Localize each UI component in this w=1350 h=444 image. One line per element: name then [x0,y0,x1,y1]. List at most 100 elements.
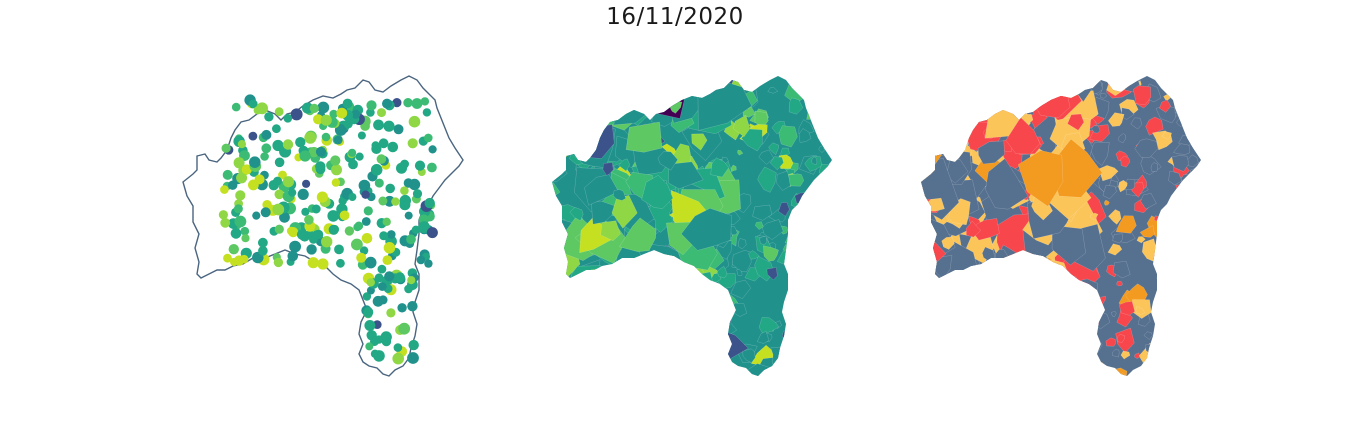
municipality-region [679,76,708,89]
municipality-region [783,368,800,376]
municipality-region [1047,324,1091,360]
municipality-region [730,164,737,173]
municipality-region [598,266,616,284]
municipality-region [1158,255,1177,273]
municipality-region [963,76,1007,98]
municipality-point [234,215,247,228]
municipality-region [795,219,807,231]
municipality-region [1173,143,1190,155]
municipality-point [404,211,413,220]
municipality-region [624,334,657,372]
municipality-region [1155,105,1176,124]
municipality-region [1173,281,1193,301]
municipality-point [260,207,271,218]
municipality-region [980,76,996,92]
municipality-region [804,156,823,172]
municipality-point [393,343,403,352]
municipality-region [570,265,604,293]
municipality-region [1045,76,1071,91]
municipality-region [778,125,798,148]
municipality-point [274,107,284,117]
municipality-region [1102,185,1117,200]
municipality-region [552,81,602,133]
municipality-region [1026,273,1065,307]
municipality-point [296,229,308,240]
municipality-point [382,217,391,226]
municipality-region [763,245,779,262]
municipality-region [577,303,602,322]
municipality-region [569,207,584,222]
municipality-region [1007,76,1048,109]
municipality-region [702,289,718,313]
municipality-region [679,283,705,311]
municipality-region [605,76,641,95]
municipality-region [552,359,586,376]
viridis-choropleth-panel [552,76,832,376]
municipality-region [928,142,951,157]
municipality-point [424,259,433,268]
municipality-region [632,300,665,327]
municipality-region [824,280,832,297]
municipality-region [1121,107,1135,120]
municipality-point [378,295,388,305]
municipality-point [348,148,357,157]
municipality-point [279,211,290,223]
municipality-region [828,162,832,172]
municipality-region [958,290,1003,330]
municipality-region [923,76,973,89]
municipality-point [223,253,232,263]
municipality-region [672,268,701,297]
municipality-point [302,102,314,114]
municipality-region [1037,304,1085,343]
municipality-region [970,76,1013,101]
municipality-point [307,257,319,269]
municipality-region [964,301,1014,345]
municipality-point [408,115,421,128]
municipality-region [1090,212,1099,221]
municipality-point [365,342,374,351]
municipality-region [1200,182,1201,190]
municipality-region [1143,331,1153,340]
municipality-region [650,315,695,350]
municipality-region [1091,125,1101,134]
municipality-point [393,124,404,135]
municipality-region [921,149,937,169]
municipality-region [615,365,650,376]
municipality-region [1159,99,1172,113]
municipality-region [1039,328,1070,363]
municipality-region [1166,303,1173,310]
municipality-point [392,98,402,108]
municipality-region [1008,254,1031,280]
municipality-region [1017,150,1064,207]
municipality-region [768,142,780,156]
municipality-region [1046,354,1090,376]
municipality-point [299,150,311,162]
municipality-region [737,149,744,156]
municipality-region [552,76,579,107]
municipality-region [980,307,1003,329]
municipality-region [1197,162,1201,182]
municipality-point [313,114,324,125]
municipality-region [921,361,948,376]
municipality-region [1196,249,1201,265]
municipality-region [767,86,779,94]
municipality-region [960,89,973,105]
municipality-region [1048,314,1074,346]
municipality-region [653,81,686,119]
municipality-region [922,329,953,376]
municipality-region [921,157,960,220]
municipality-region [803,298,821,312]
municipality-region [820,362,832,372]
municipality-region [561,115,588,145]
municipality-point [348,159,358,170]
municipality-point [274,189,285,200]
municipality-region [758,149,774,165]
municipality-region [552,330,565,353]
municipality-region [1199,118,1201,130]
municipality-region [1053,300,1080,329]
municipality-region [1186,351,1201,366]
municipality-region [584,174,619,206]
municipality-region [793,281,806,294]
municipality-region [1041,291,1079,333]
municipality-region [552,292,588,325]
